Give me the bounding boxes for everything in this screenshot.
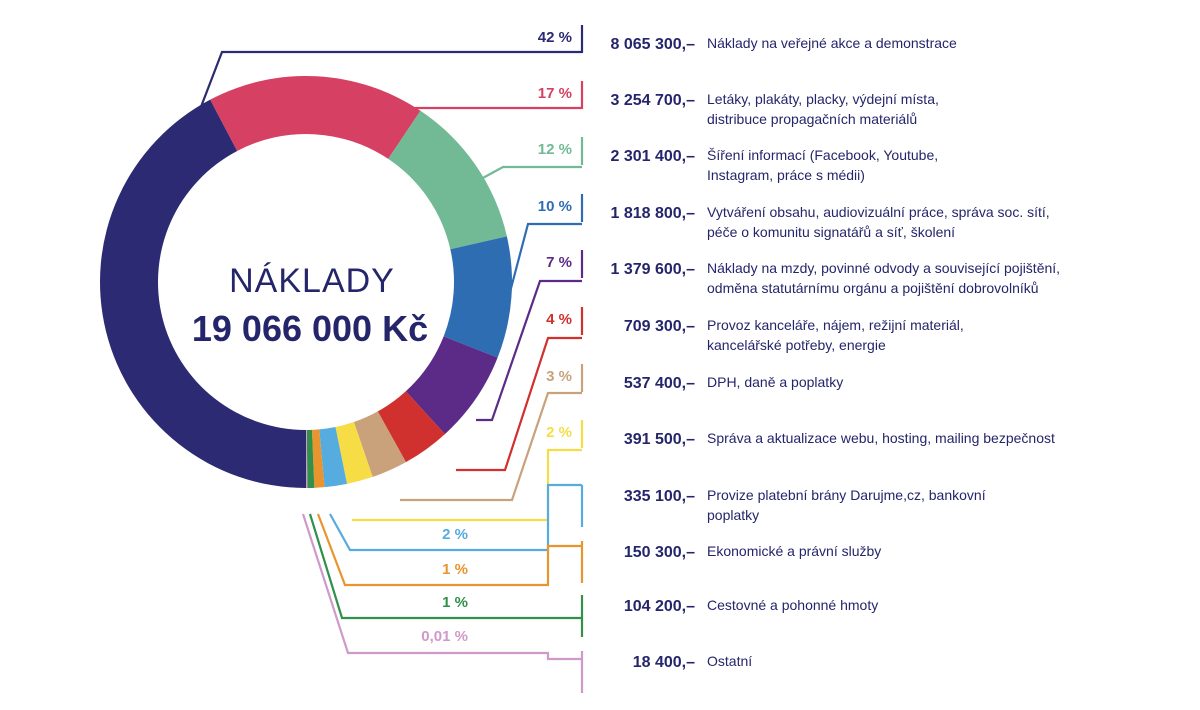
- slice-percent-label: 0,01 %: [421, 628, 468, 645]
- slice-description: Letáky, plakáty, placky, výdejní místa,: [707, 91, 939, 107]
- slice-percent-label: 7 %: [546, 254, 572, 271]
- slice-amount: 3 254 700,–: [610, 92, 695, 109]
- slice-description: DPH, daně a poplatky: [707, 374, 843, 390]
- slice-description: Vytváření obsahu, audiovizuální práce, s…: [707, 204, 1050, 220]
- slice-percent-label: 1 %: [442, 594, 468, 611]
- slice-description: odměna statutárnímu orgánu a pojištění d…: [707, 280, 1039, 296]
- connector-line: [476, 279, 582, 422]
- slice-description: Ekonomické a právní služby: [707, 543, 881, 559]
- slice-percent-label: 2 %: [442, 526, 468, 543]
- slice-amount: 537 400,–: [624, 375, 695, 392]
- slice-description: Cestovné a pohonné hmoty: [707, 597, 878, 613]
- connector-lines: [184, 25, 584, 693]
- slice-amount: 18 400,–: [633, 654, 695, 671]
- connector-line: [301, 513, 582, 661]
- slice-description: Ostatní: [707, 653, 752, 669]
- donut-slice: [443, 236, 512, 358]
- slice-description: Provize platební brány Darujme,cz, banko…: [707, 487, 986, 503]
- slice-amount: 104 200,–: [624, 598, 695, 615]
- slice-description: Instagram, práce s médii): [707, 167, 865, 183]
- donut-slice: [311, 429, 325, 488]
- slice-description: kancelářské potřeby, energie: [707, 337, 886, 353]
- donut-slice: [405, 336, 498, 435]
- slice-description: distribuce propagačních materiálů: [707, 111, 917, 127]
- connector-line: [469, 165, 582, 186]
- connector-line: [400, 391, 582, 502]
- donut-slice: [335, 422, 373, 484]
- slice-percent-label: 4 %: [546, 311, 572, 328]
- slice-amount: 1 379 600,–: [610, 261, 695, 278]
- slice-amount: 391 500,–: [624, 431, 695, 448]
- slice-amount: 335 100,–: [624, 488, 695, 505]
- center-title: NÁKLADY: [229, 262, 395, 300]
- slice-description: Provoz kanceláře, nájem, režijní materiá…: [707, 317, 964, 333]
- slice-amount: 8 065 300,–: [610, 36, 695, 53]
- slice-percent-label: 2 %: [546, 424, 572, 441]
- connector-line: [308, 513, 582, 620]
- slice-description: péče o komunitu signatářů a síť, školení: [707, 224, 955, 240]
- slice-percent-label: 3 %: [546, 368, 572, 385]
- slice-description: Náklady na veřejné akce a demonstrace: [707, 35, 957, 51]
- slice-amount: 1 818 800,–: [610, 205, 695, 222]
- slice-percent-label: 42 %: [538, 29, 572, 46]
- slice-description: poplatky: [707, 507, 759, 523]
- connector-line: [456, 336, 582, 472]
- slice-percent-label: 17 %: [538, 85, 572, 102]
- slice-percent-label: 10 %: [538, 198, 572, 215]
- donut-slice: [306, 429, 308, 488]
- slice-description: Náklady na mzdy, povinné odvody a souvis…: [707, 260, 1060, 276]
- donut-slice: [388, 110, 507, 250]
- donut-slice: [306, 429, 315, 488]
- slice-amount: 709 300,–: [624, 318, 695, 335]
- slice-description: Správa a aktualizace webu, hosting, mail…: [707, 430, 1055, 446]
- donut-slice: [210, 75, 421, 159]
- donut-slice: [377, 391, 445, 463]
- connector-line: [184, 50, 582, 147]
- donut-slices: [99, 75, 512, 489]
- slice-percent-label: 12 %: [538, 141, 572, 158]
- slice-percent-label: 1 %: [442, 561, 468, 578]
- slice-labels: 8 065 300,– Náklady na veřejné akce a dem…: [421, 29, 1060, 671]
- slice-amount: 150 300,–: [624, 544, 695, 561]
- donut-slice: [99, 99, 307, 489]
- slice-amount: 2 301 400,–: [610, 148, 695, 165]
- slice-description: Šíření informací (Facebook, Youtube,: [707, 147, 938, 163]
- connector-line: [316, 513, 582, 587]
- connector-line: [508, 222, 582, 294]
- center-total: 19 066 000 Kč: [192, 308, 428, 349]
- donut-slice: [319, 427, 347, 488]
- donut-slice: [353, 411, 406, 477]
